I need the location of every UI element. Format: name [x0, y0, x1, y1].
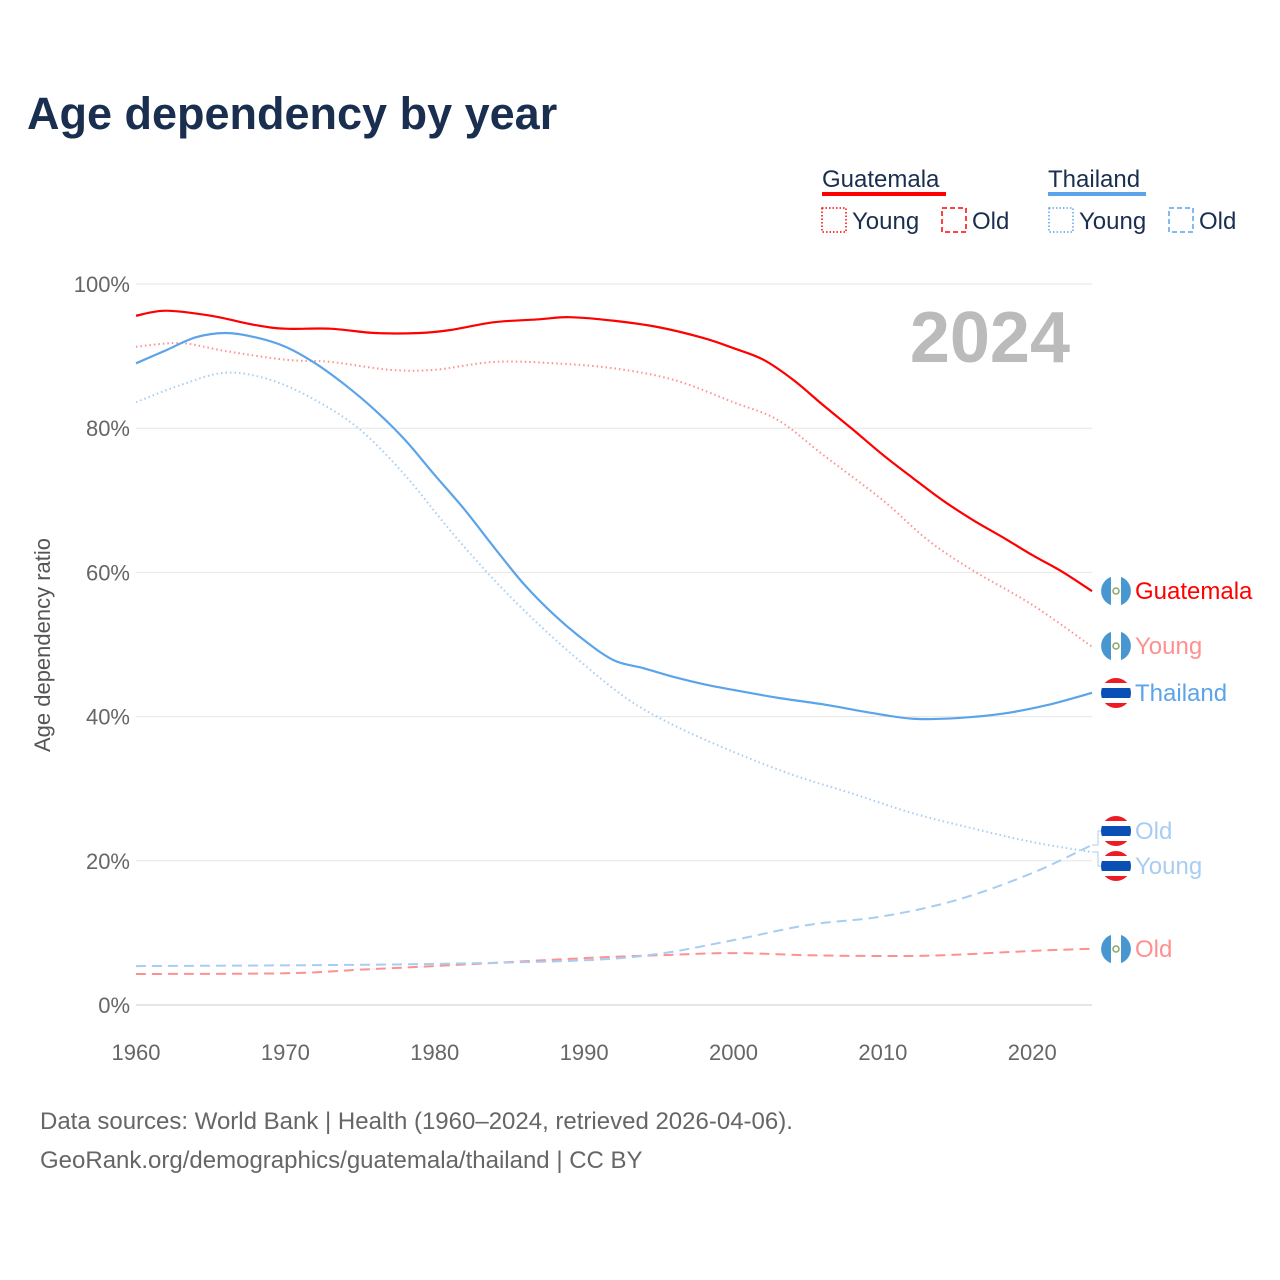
legend: Guatemala Young Old Thailand Young Old	[821, 166, 1236, 235]
series-line-guatemala-old[interactable]	[135, 947, 1093, 975]
series-line-guatemala-young[interactable]	[135, 342, 1093, 648]
series-line-guatemala[interactable]	[135, 309, 1093, 593]
legend-guatemala-young[interactable]: Young	[852, 208, 919, 235]
source-line-2[interactable]: GeoRank.org/demographics/guatemala/thail…	[40, 1147, 643, 1174]
y-tick-label: 20%	[86, 849, 130, 874]
y-tick-label: 40%	[86, 705, 130, 730]
end-label-thailand-total: Thailand	[1135, 680, 1227, 707]
thailand-flag-icon	[1101, 816, 1131, 846]
y-tick-label: 0%	[98, 993, 130, 1018]
legend-thailand[interactable]: Thailand	[1048, 166, 1140, 193]
x-tick-label: 1980	[410, 1040, 459, 1065]
end-label-guatemala-young: Young	[1135, 633, 1202, 660]
series-line-thailand[interactable]	[135, 331, 1093, 721]
y-axis-label: Age dependency ratio	[30, 538, 55, 752]
thailand-flag-icon	[1101, 678, 1131, 708]
x-tick-label: 1960	[112, 1040, 161, 1065]
x-tick-label: 2020	[1008, 1040, 1057, 1065]
legend-dotted-swatch	[821, 207, 847, 233]
legend-guatemala-swatch	[822, 192, 946, 196]
page-title: Age dependency by year	[27, 88, 558, 139]
legend-thailand-young[interactable]: Young	[1079, 208, 1146, 235]
thailand-flag-icon	[1101, 851, 1131, 881]
year-label: 2024	[910, 298, 1070, 378]
end-label-thailand-old: Old	[1135, 818, 1172, 845]
y-tick-label: 100%	[74, 272, 130, 297]
guatemala-flag-icon	[1101, 631, 1131, 661]
series-line-thailand-old[interactable]	[135, 844, 1093, 968]
legend-guatemala[interactable]: Guatemala	[822, 166, 940, 193]
legend-thailand-swatch	[1048, 192, 1146, 196]
x-tick-label: 2000	[709, 1040, 758, 1065]
series-line-thailand-young[interactable]	[135, 371, 1093, 854]
source-line-1: Data sources: World Bank | Health (1960–…	[40, 1108, 793, 1135]
legend-dotted-swatch	[1048, 207, 1074, 233]
end-label-thailand-young: Young	[1135, 853, 1202, 880]
legend-dashed-swatch	[941, 207, 967, 233]
guatemala-flag-icon	[1101, 576, 1131, 606]
legend-thailand-old[interactable]: Old	[1199, 208, 1236, 235]
end-label-guatemala-old: Old	[1135, 936, 1172, 963]
x-tick-label: 2010	[858, 1040, 907, 1065]
guatemala-flag-icon	[1101, 934, 1131, 964]
end-label-guatemala-total: Guatemala	[1135, 578, 1253, 605]
legend-dashed-swatch	[1168, 207, 1194, 233]
x-tick-label: 1970	[261, 1040, 310, 1065]
legend-guatemala-old[interactable]: Old	[972, 208, 1009, 235]
x-tick-label: 1990	[560, 1040, 609, 1065]
y-tick-label: 80%	[86, 416, 130, 441]
y-tick-label: 60%	[86, 560, 130, 585]
